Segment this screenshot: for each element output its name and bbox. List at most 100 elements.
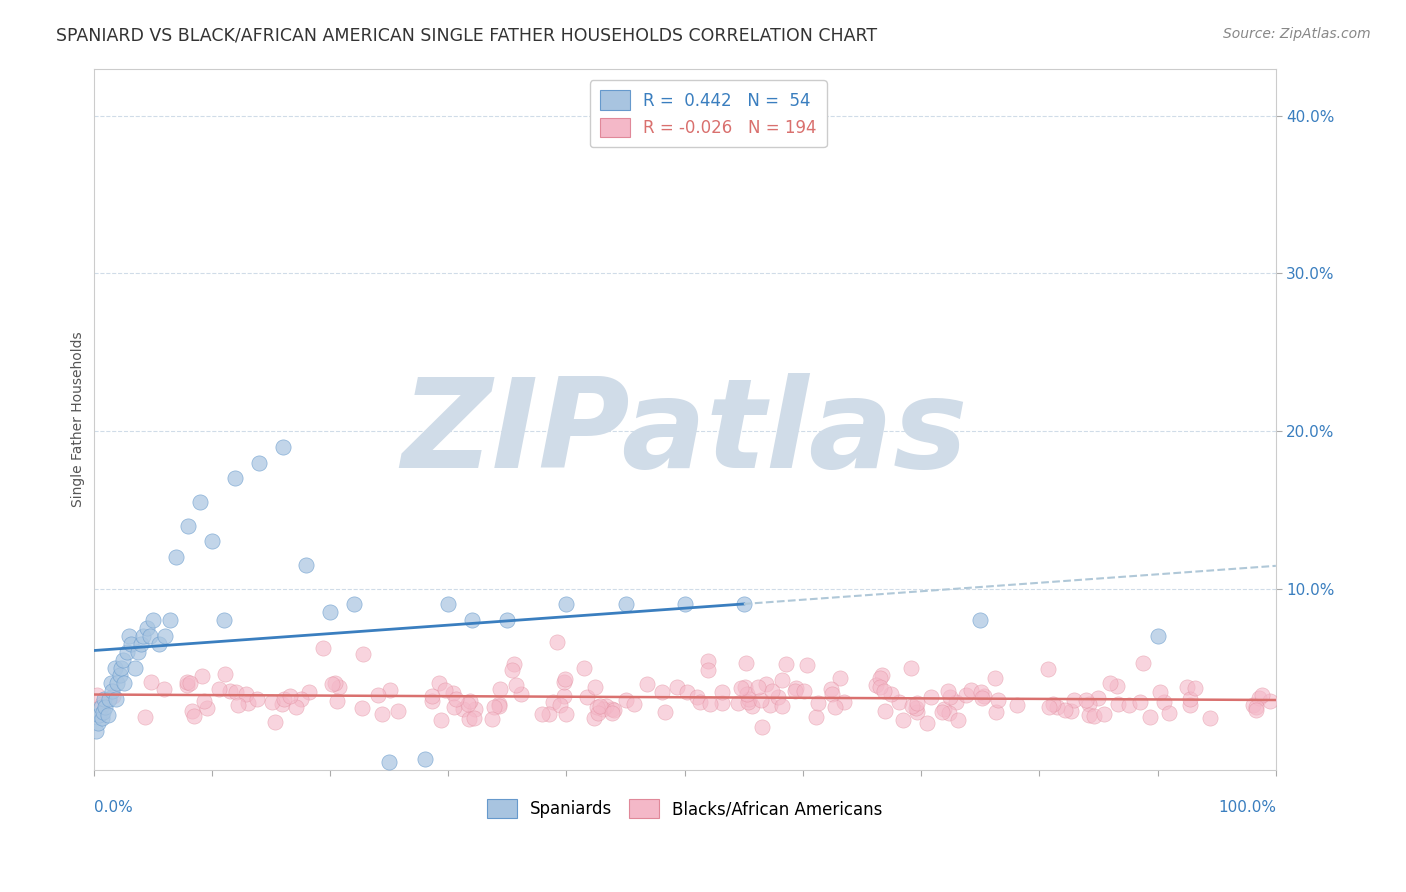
- Point: [1077, 707, 1099, 722]
- Point: [181, 704, 204, 718]
- Point: [939, 690, 962, 705]
- Point: [738, 692, 761, 706]
- Point: [273, 692, 295, 706]
- Point: [734, 657, 756, 671]
- Point: [900, 660, 922, 674]
- Point: [741, 699, 763, 714]
- Point: [1180, 698, 1202, 712]
- Text: SPANIARD VS BLACK/AFRICAN AMERICAN SINGLE FATHER HOUSEHOLDS CORRELATION CHART: SPANIARD VS BLACK/AFRICAN AMERICAN SINGL…: [56, 27, 877, 45]
- Point: [711, 685, 734, 699]
- Point: [959, 683, 981, 698]
- Point: [955, 688, 977, 702]
- Point: [969, 613, 991, 627]
- Point: [807, 697, 830, 711]
- Point: [730, 681, 752, 695]
- Point: [1036, 662, 1059, 676]
- Point: [1063, 693, 1085, 707]
- Point: [749, 693, 772, 707]
- Point: [183, 709, 205, 723]
- Point: [496, 613, 519, 627]
- Point: [176, 678, 198, 692]
- Point: [441, 686, 464, 700]
- Point: [112, 653, 135, 667]
- Point: [582, 711, 605, 725]
- Point: [87, 715, 110, 730]
- Point: [108, 668, 131, 682]
- Point: [510, 688, 533, 702]
- Point: [1129, 695, 1152, 709]
- Point: [503, 657, 526, 671]
- Point: [278, 690, 301, 704]
- Point: [343, 598, 366, 612]
- Point: [488, 681, 510, 696]
- Point: [586, 706, 609, 720]
- Point: [501, 664, 523, 678]
- Point: [165, 550, 187, 565]
- Point: [505, 678, 527, 692]
- Point: [457, 712, 479, 726]
- Point: [135, 621, 157, 635]
- Point: [328, 680, 350, 694]
- Point: [1149, 684, 1171, 698]
- Point: [1132, 656, 1154, 670]
- Point: [177, 518, 200, 533]
- Point: [747, 680, 769, 694]
- Point: [553, 675, 575, 690]
- Point: [905, 705, 928, 719]
- Point: [89, 707, 111, 722]
- Point: [586, 699, 609, 714]
- Point: [104, 660, 127, 674]
- Point: [575, 690, 598, 704]
- Point: [873, 684, 896, 698]
- Point: [873, 704, 896, 718]
- Point: [673, 598, 696, 612]
- Point: [437, 598, 460, 612]
- Point: [793, 684, 815, 698]
- Point: [1087, 691, 1109, 706]
- Point: [97, 692, 120, 706]
- Point: [378, 755, 401, 769]
- Point: [734, 680, 756, 694]
- Point: [775, 657, 797, 671]
- Point: [592, 702, 614, 716]
- Point: [321, 677, 343, 691]
- Point: [554, 672, 576, 686]
- Point: [727, 696, 749, 710]
- Point: [1053, 703, 1076, 717]
- Point: [93, 692, 115, 706]
- Point: [112, 676, 135, 690]
- Point: [219, 683, 242, 698]
- Point: [110, 660, 132, 674]
- Point: [420, 689, 443, 703]
- Point: [427, 676, 450, 690]
- Point: [350, 700, 373, 714]
- Point: [1059, 704, 1081, 718]
- Point: [444, 691, 467, 706]
- Point: [904, 700, 927, 714]
- Point: [987, 693, 1010, 707]
- Point: [548, 698, 571, 712]
- Point: [295, 558, 318, 572]
- Point: [931, 705, 953, 719]
- Point: [139, 674, 162, 689]
- Point: [1107, 698, 1129, 712]
- Text: Source: ZipAtlas.com: Source: ZipAtlas.com: [1223, 27, 1371, 41]
- Point: [583, 680, 606, 694]
- Point: [972, 691, 994, 706]
- Point: [770, 673, 793, 688]
- Point: [666, 680, 689, 694]
- Point: [1046, 700, 1069, 714]
- Point: [1078, 698, 1101, 712]
- Point: [697, 663, 720, 677]
- Point: [226, 698, 249, 712]
- Point: [1118, 698, 1140, 712]
- Point: [451, 702, 474, 716]
- Point: [1083, 709, 1105, 723]
- Point: [1146, 629, 1168, 643]
- Point: [235, 688, 257, 702]
- Point: [457, 698, 479, 712]
- Point: [676, 684, 699, 698]
- Point: [938, 706, 960, 720]
- Point: [900, 699, 922, 714]
- Point: [595, 699, 617, 714]
